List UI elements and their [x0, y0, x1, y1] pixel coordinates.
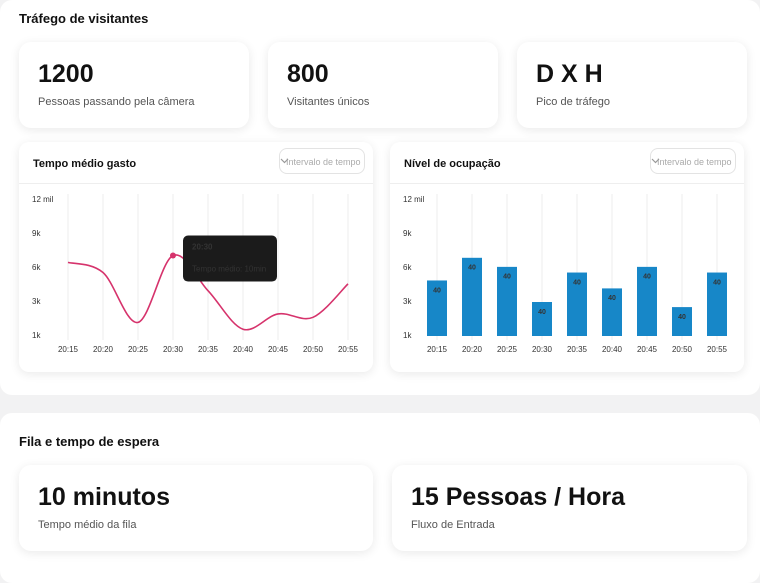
tooltip-box: [183, 235, 277, 282]
bar: [637, 266, 657, 336]
y-tick-label: 3k: [32, 297, 41, 306]
x-tick-label: 20:20: [462, 345, 483, 354]
y-tick-label: 12 mil: [32, 195, 54, 204]
time-filter[interactable]: Intervalo de tempo: [650, 148, 736, 174]
y-tick-label: 12 mil: [403, 195, 425, 204]
x-tick-label: 20:50: [303, 345, 324, 354]
section-title: Tráfego de visitantes: [19, 11, 149, 26]
stat-card: D X H Pico de tráfego: [517, 42, 747, 128]
x-tick-label: 20:35: [198, 345, 219, 354]
stat-value: 800: [287, 60, 329, 88]
bar-text: 40: [573, 279, 581, 286]
chevron: [651, 158, 660, 164]
x-tick-label: 20:15: [427, 345, 448, 354]
y-tick-label: 9k: [403, 229, 412, 238]
stat-value: 15 Pessoas / Hora: [411, 483, 626, 511]
bar: [532, 302, 552, 336]
tooltip-title: 20:30: [192, 243, 213, 252]
bar: [707, 272, 727, 336]
chart: 1k 3k 6k 9k 12 mil 20:15 20:20 20:25 20:30 20:35 2…: [403, 194, 728, 354]
bar: [462, 257, 482, 336]
bar-text: 40: [433, 287, 441, 294]
x-tick-label: 20:55: [338, 345, 359, 354]
x-tick-label: 20:20: [93, 345, 114, 354]
stat-card: 800 Visitantes únicos: [268, 42, 498, 128]
filter-label: Intervalo de tempo: [657, 157, 732, 167]
x-tick-label: 20:15: [58, 345, 79, 354]
bar-text: 40: [608, 295, 616, 302]
bar: [672, 307, 692, 336]
x-tick-label: 20:45: [637, 345, 658, 354]
stat-label: Pessoas passando pela câmera: [38, 96, 195, 108]
bar-text: 40: [678, 314, 686, 321]
x-tick-label: 20:45: [268, 345, 289, 354]
stat-label: Fluxo de Entrada: [411, 519, 495, 531]
bar-text: 40: [503, 274, 511, 281]
x-tick-label: 20:35: [567, 345, 588, 354]
divider: [19, 183, 373, 184]
bar-text: 40: [468, 265, 476, 272]
time-filter[interactable]: Intervalo de tempo: [279, 148, 365, 174]
chart-title: Nível de ocupação: [404, 158, 501, 170]
x-tick-label: 20:25: [497, 345, 518, 354]
chart-title: Tempo médio gasto: [33, 158, 137, 170]
x-tick-label: 20:55: [707, 345, 728, 354]
y-tick-label: 6k: [403, 263, 412, 272]
y-tick-label: 1k: [403, 331, 412, 340]
bar: [497, 266, 517, 336]
bar-text: 40: [713, 279, 721, 286]
x-tick-label: 20:30: [163, 345, 184, 354]
stat-value: D X H: [536, 60, 603, 88]
tooltip-text: Tempo médio: 10min: [192, 265, 266, 274]
stat-value: 1200: [38, 60, 94, 88]
tooltip: 20:30 Tempo médio: 10min: [183, 235, 277, 282]
bar: [602, 288, 622, 336]
y-tick-label: 6k: [32, 263, 41, 272]
stat-card: 10 minutos Tempo médio da fila: [19, 465, 373, 551]
bar: [427, 280, 447, 336]
line-series: [67, 254, 349, 331]
x-tick-label: 20:25: [128, 345, 149, 354]
y-tick-label: 3k: [403, 297, 412, 306]
stat-value: 10 minutos: [38, 483, 170, 511]
x-tick-label: 20:40: [602, 345, 623, 354]
bar: [567, 272, 587, 336]
chart: 1k 3k 6k 9k 12 mil 20:15 20:20 20:25 20:30 20:35 2…: [32, 194, 359, 354]
section-title: Fila e tempo de espera: [19, 434, 160, 449]
chevron: [280, 158, 289, 164]
x-tick-label: 20:30: [532, 345, 553, 354]
stat-label: Visitantes únicos: [287, 96, 370, 108]
stat-card: 1200 Pessoas passando pela câmera: [19, 42, 249, 128]
chart-card: 1k 3k 6k 9k 12 mil 20:15 20:20 20:25 20:30 20:35 2…: [19, 142, 373, 372]
bar-text: 40: [643, 274, 651, 281]
stat-label: Tempo médio da fila: [38, 519, 137, 531]
y-tick-label: 1k: [32, 331, 41, 340]
y-tick-label: 9k: [32, 229, 41, 238]
chart-card: 1k 3k 6k 9k 12 mil 20:15 20:20 20:25 20:30 20:35 2…: [390, 142, 744, 372]
filter-label: Intervalo de tempo: [286, 157, 361, 167]
point-marker: [170, 252, 176, 259]
stat-card: 15 Pessoas / Hora Fluxo de Entrada: [392, 465, 747, 551]
stat-label: Pico de tráfego: [536, 96, 610, 108]
divider: [390, 183, 744, 184]
x-tick-label: 20:50: [672, 345, 693, 354]
x-tick-label: 20:40: [233, 345, 254, 354]
bar-text: 40: [538, 309, 546, 316]
